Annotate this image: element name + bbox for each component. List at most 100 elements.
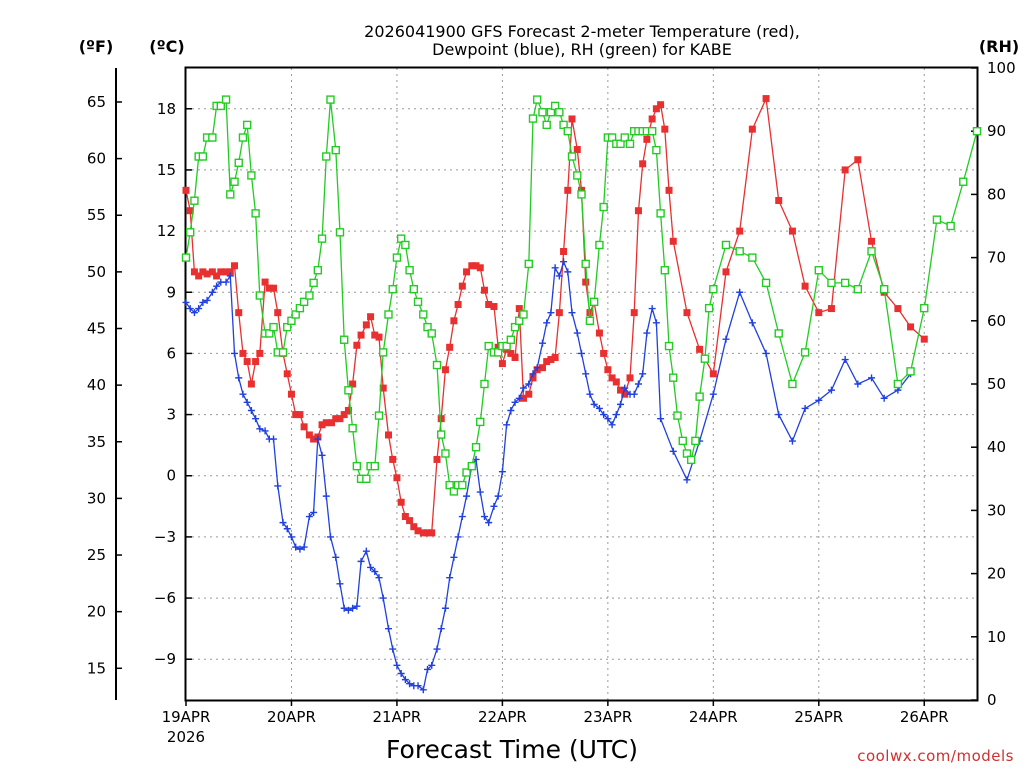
2-meter-temperature-point <box>621 390 629 398</box>
2-meter-temperature-point <box>854 156 862 164</box>
x-tick-label: 22APR <box>478 708 527 726</box>
dewpoint-point <box>595 404 603 412</box>
2-meter-temperature-point <box>472 262 480 270</box>
2-meter-temperature-point <box>827 305 835 313</box>
rh-point <box>305 291 314 300</box>
2-meter-temperature-point <box>446 343 454 351</box>
rh-point <box>352 461 362 471</box>
rh-point <box>599 202 608 212</box>
2-meter-temperature-point <box>907 323 915 331</box>
dewpoint-point <box>555 272 563 280</box>
2-meter-temperature-point <box>748 125 756 133</box>
2-meter-temperature-point <box>186 207 194 215</box>
rh-tick-label: 20 <box>987 565 1006 583</box>
rh-point <box>686 455 696 465</box>
celsius-tick-label: 6 <box>166 344 176 362</box>
x-tick-label: 26APR <box>900 708 949 726</box>
dewpoint-point <box>419 686 427 694</box>
2-meter-temperature-point <box>424 529 432 537</box>
dewpoint-point <box>261 427 269 435</box>
rh-point <box>287 316 296 325</box>
dewpoint-point <box>389 645 397 653</box>
rh-point <box>573 171 582 180</box>
2-meter-temperature-point <box>894 305 902 313</box>
dewpoint-point <box>349 604 357 612</box>
2-meter-temperature-point <box>231 262 239 270</box>
dewpoint-point <box>582 370 590 378</box>
rh-point <box>216 101 226 111</box>
dewpoint-point <box>414 682 422 690</box>
rh-point <box>370 461 379 471</box>
fahrenheit-tick-label: 45 <box>87 320 106 338</box>
rh-point <box>190 196 199 205</box>
dewpoint-point <box>340 604 348 612</box>
celsius-tick-label: 9 <box>166 283 176 301</box>
rh-point <box>735 247 744 256</box>
rh-point <box>506 335 516 344</box>
rh-point <box>959 177 968 186</box>
2-meter-temperature-point <box>182 186 190 194</box>
dewpoint-point <box>880 394 888 402</box>
2-meter-temperature-point <box>582 278 590 286</box>
2-meter-temperature-point <box>300 423 308 431</box>
2-meter-temperature-point <box>389 455 397 463</box>
rh-point <box>401 240 410 250</box>
2-meter-temperature-point <box>239 349 247 357</box>
dewpoint-point <box>586 390 594 398</box>
2-meter-temperature-point <box>652 105 660 113</box>
2-meter-temperature-point <box>498 360 506 368</box>
dewpoint-point <box>543 319 551 327</box>
dewpoint-point <box>397 669 405 677</box>
2-meter-temperature-point <box>683 309 691 317</box>
rh-point <box>322 152 331 161</box>
2-meter-temperature-point <box>367 313 375 321</box>
dewpoint-line <box>185 259 912 691</box>
2-meter-temperature-point <box>199 268 207 276</box>
dewpoint-point <box>371 568 379 576</box>
dewpoint-point <box>827 386 835 394</box>
axis-ticks: 19APR 2026 20APR 21APR 22APR 23APR 24APR 25APR 2… <box>87 59 1016 746</box>
rh-tick-label: 90 <box>987 122 1006 140</box>
dewpoint-point <box>643 329 651 337</box>
rh-point <box>555 108 564 117</box>
2-meter-temperature-point <box>573 146 581 154</box>
rh-point <box>567 152 577 161</box>
2-meter-temperature-point <box>669 237 677 245</box>
2-meter-temperature-point <box>568 115 576 123</box>
dewpoint-point <box>538 339 546 347</box>
rh-point <box>800 348 810 357</box>
rh-point <box>906 367 915 376</box>
2-meter-temperature-point <box>617 386 625 394</box>
2-meter-temperature-point <box>384 431 392 439</box>
2-meter-temperature-point <box>762 95 770 103</box>
celsius-tick-label: −9 <box>154 650 176 668</box>
2-meter-temperature-point <box>661 125 669 133</box>
dewpoint-point <box>652 319 660 327</box>
rh-point <box>423 322 432 332</box>
fahrenheit-tick-label: 20 <box>87 603 106 621</box>
rh-point <box>932 215 942 224</box>
rh-tick-label: 60 <box>987 312 1006 330</box>
2-meter-temperature-point <box>406 517 414 525</box>
dewpoint-point <box>551 264 559 272</box>
dewpoint-point <box>226 272 234 280</box>
2-meter-temperature-point <box>529 374 537 382</box>
dewpoint-point <box>357 557 365 565</box>
rh-point <box>577 190 586 199</box>
rh-point <box>678 436 687 446</box>
dewpoint-point <box>590 400 598 408</box>
2-meter-temperature-point <box>362 321 370 329</box>
rh-point <box>669 373 678 382</box>
rh-point <box>581 259 590 269</box>
dewpoint-point <box>283 525 291 533</box>
rh-point <box>309 278 318 288</box>
rh-point <box>920 303 929 313</box>
2-meter-temperature-point <box>349 380 357 388</box>
rh-point <box>234 158 243 168</box>
dewpoint-point <box>384 625 392 633</box>
dewpoint-point <box>305 513 313 521</box>
rh-point <box>853 285 863 294</box>
2-meter-temperature-point <box>261 278 269 286</box>
rh-point <box>893 379 903 389</box>
2-meter-temperature-point <box>371 331 379 339</box>
